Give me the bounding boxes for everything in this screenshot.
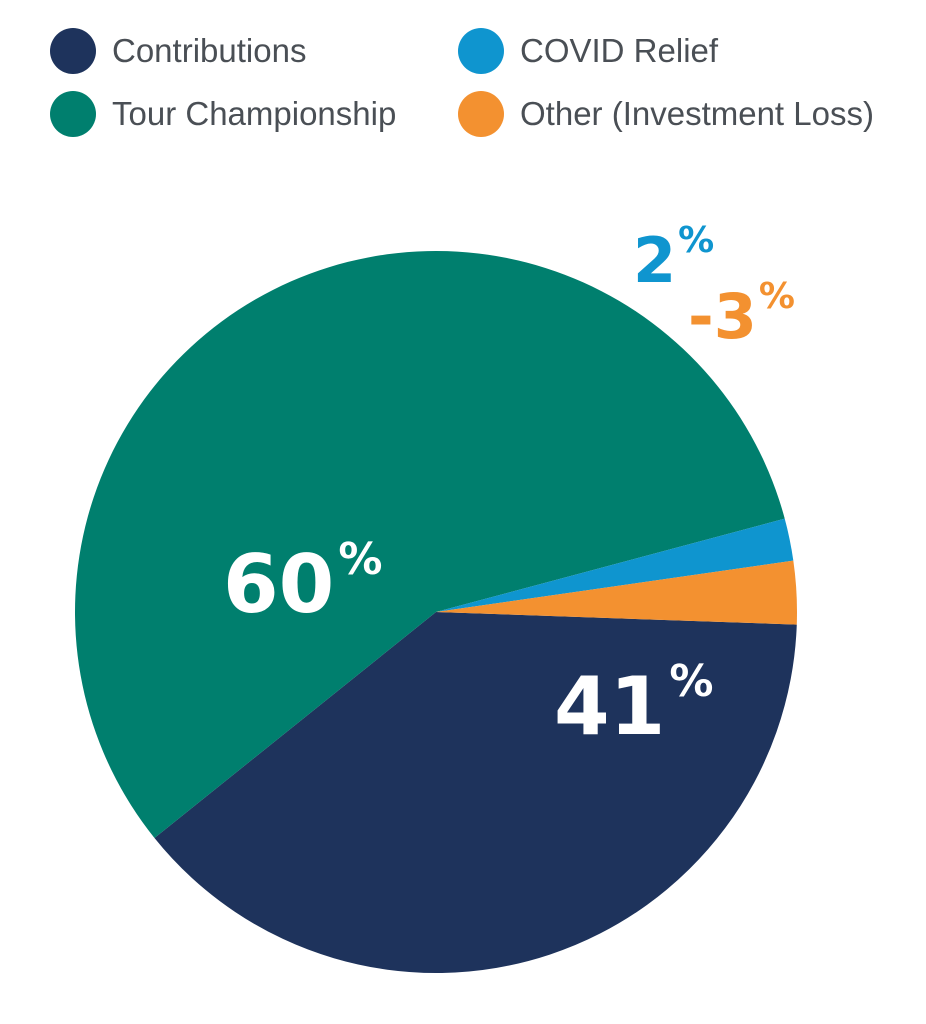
legend-item-covid-relief: COVID Relief [458,28,718,74]
data-label-tour-championship: 60% [223,534,382,631]
slice-contributions [154,612,797,973]
legend-label-other: Other (Investment Loss) [520,95,874,132]
legend-item-contributions: Contributions [50,28,306,74]
legend-label-contributions: Contributions [112,32,307,69]
slice-other [436,560,798,625]
data-label-contributions: 41% [554,656,713,753]
legend-swatch-contributions [50,28,96,74]
slice-covid-relief [436,518,794,612]
slice-tour-championship [74,250,785,838]
legend-item-other: Other (Investment Loss) [458,91,874,137]
legend-label-tour-championship: Tour Championship [112,95,397,132]
legend-item-tour-championship: Tour Championship [50,91,396,137]
data-label-other: -3% [688,276,795,353]
data-label-covid-relief: 2% [633,220,714,297]
legend-label-covid-relief: COVID Relief [520,32,719,69]
legend-swatch-covid-relief [458,28,504,74]
legend: Contributions COVID Relief Tour Champion… [0,0,926,150]
legend-swatch-tour-championship [50,91,96,137]
legend-swatch-other [458,91,504,137]
